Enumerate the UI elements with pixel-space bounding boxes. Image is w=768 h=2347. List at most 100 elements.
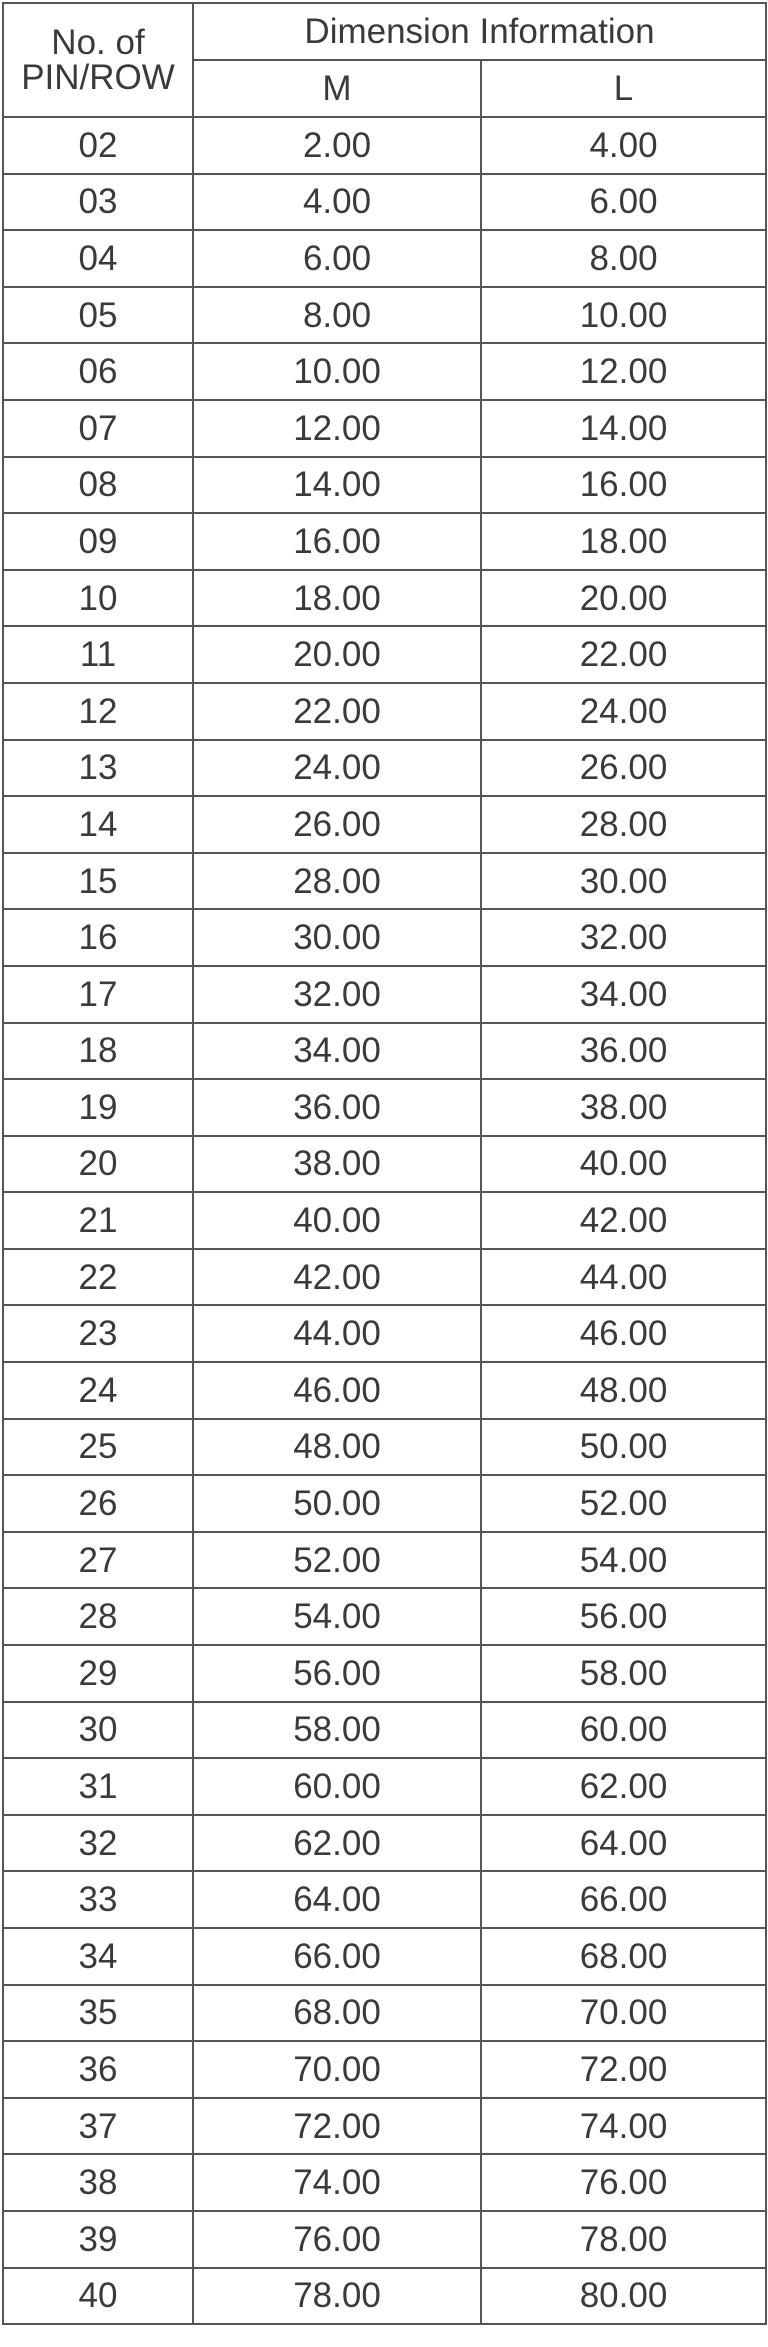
table-row: 17 32.00 34.00 xyxy=(2,964,767,1024)
m-value-cell: 36.00 xyxy=(192,1078,482,1137)
pin-count-cell: 36 xyxy=(2,2040,194,2099)
l-value-cell: 34.00 xyxy=(480,964,767,1024)
l-value-cell: 36.00 xyxy=(480,1021,767,1081)
m-value-cell: 68.00 xyxy=(192,1983,482,2043)
m-value-cell: 16.00 xyxy=(192,512,482,571)
table-row: 27 52.00 54.00 xyxy=(2,1530,767,1590)
pin-row-header-line1: No. of xyxy=(51,23,145,62)
m-value-cell: 78.00 xyxy=(192,2266,482,2326)
table-row: 18 34.00 36.00 xyxy=(2,1021,767,1081)
pin-count-cell: 22 xyxy=(2,1247,194,1307)
pin-count-cell: 37 xyxy=(2,2096,194,2156)
pin-count-cell: 20 xyxy=(2,1134,194,1194)
table-row: 35 68.00 70.00 xyxy=(2,1983,767,2043)
l-value-cell: 32.00 xyxy=(480,908,767,967)
pin-count-cell: 06 xyxy=(2,342,194,401)
l-value-cell: 18.00 xyxy=(480,512,767,571)
pin-count-cell: 02 xyxy=(2,116,194,175)
pin-count-cell: 34 xyxy=(2,1927,194,1986)
pin-count-cell: 25 xyxy=(2,1417,194,1477)
table-row: 02 2.00 4.00 xyxy=(2,116,767,175)
pin-count-cell: 40 xyxy=(2,2266,194,2326)
m-value-cell: 76.00 xyxy=(192,2209,482,2269)
table-row: 39 76.00 78.00 xyxy=(2,2209,767,2269)
l-value-cell: 52.00 xyxy=(480,1474,767,1533)
l-value-cell: 14.00 xyxy=(480,398,767,458)
pin-count-cell: 14 xyxy=(2,795,194,854)
table-row: 15 28.00 30.00 xyxy=(2,851,767,911)
m-value-cell: 10.00 xyxy=(192,342,482,401)
table-row: 10 18.00 20.00 xyxy=(2,568,767,628)
pin-count-cell: 16 xyxy=(2,908,194,967)
header-row: No. of PIN/ROW Dimension Information xyxy=(2,2,767,118)
pin-count-cell: 26 xyxy=(2,1474,194,1533)
l-value-cell: 22.00 xyxy=(480,625,767,684)
pin-count-cell: 29 xyxy=(2,1644,194,1703)
table-row: 29 56.00 58.00 xyxy=(2,1644,767,1703)
table-row: 25 48.00 50.00 xyxy=(2,1417,767,1477)
pin-count-cell: 27 xyxy=(2,1530,194,1590)
pin-count-cell: 38 xyxy=(2,2153,194,2212)
l-value-cell: 48.00 xyxy=(480,1361,767,1420)
m-value-cell: 50.00 xyxy=(192,1474,482,1533)
l-value-cell: 56.00 xyxy=(480,1587,767,1647)
table-row: 38 74.00 76.00 xyxy=(2,2153,767,2212)
table-row: 08 14.00 16.00 xyxy=(2,455,767,515)
pin-count-cell: 09 xyxy=(2,512,194,571)
l-value-cell: 30.00 xyxy=(480,851,767,911)
table-row: 14 26.00 28.00 xyxy=(2,795,767,854)
pin-count-cell: 21 xyxy=(2,1191,194,1250)
l-value-cell: 28.00 xyxy=(480,795,767,854)
l-value-cell: 76.00 xyxy=(480,2153,767,2212)
table-row: 09 16.00 18.00 xyxy=(2,512,767,571)
pin-count-cell: 23 xyxy=(2,1304,194,1364)
m-value-cell: 66.00 xyxy=(192,1927,482,1986)
table-row: 28 54.00 56.00 xyxy=(2,1587,767,1647)
m-value-cell: 42.00 xyxy=(192,1247,482,1307)
column-l-header: L xyxy=(480,59,767,118)
l-value-cell: 12.00 xyxy=(480,342,767,401)
table-row: 04 6.00 8.00 xyxy=(2,229,767,288)
l-value-cell: 40.00 xyxy=(480,1134,767,1194)
m-value-cell: 20.00 xyxy=(192,625,482,684)
l-value-cell: 8.00 xyxy=(480,229,767,288)
table-row: 33 64.00 66.00 xyxy=(2,1870,767,1929)
pin-count-cell: 32 xyxy=(2,1813,194,1873)
l-value-cell: 20.00 xyxy=(480,568,767,628)
table-row: 06 10.00 12.00 xyxy=(2,342,767,401)
m-value-cell: 48.00 xyxy=(192,1417,482,1477)
l-value-cell: 16.00 xyxy=(480,455,767,515)
pin-count-cell: 33 xyxy=(2,1870,194,1929)
m-value-cell: 44.00 xyxy=(192,1304,482,1364)
table-row: 24 46.00 48.00 xyxy=(2,1361,767,1420)
table-row: 19 36.00 38.00 xyxy=(2,1078,767,1137)
pin-count-cell: 35 xyxy=(2,1983,194,2043)
l-value-cell: 54.00 xyxy=(480,1530,767,1590)
pin-count-cell: 11 xyxy=(2,625,194,684)
pin-count-cell: 10 xyxy=(2,568,194,628)
m-value-cell: 58.00 xyxy=(192,1700,482,1760)
m-value-cell: 52.00 xyxy=(192,1530,482,1590)
m-value-cell: 4.00 xyxy=(192,172,482,232)
table-row: 03 4.00 6.00 xyxy=(2,172,767,232)
m-value-cell: 12.00 xyxy=(192,398,482,458)
table-row: 21 40.00 42.00 xyxy=(2,1191,767,1250)
table-row: 05 8.00 10.00 xyxy=(2,285,767,345)
l-value-cell: 26.00 xyxy=(480,738,767,798)
m-value-cell: 38.00 xyxy=(192,1134,482,1194)
table-row: 37 72.00 74.00 xyxy=(2,2096,767,2156)
pin-count-cell: 24 xyxy=(2,1361,194,1420)
l-value-cell: 44.00 xyxy=(480,1247,767,1307)
l-value-cell: 66.00 xyxy=(480,1870,767,1929)
pin-count-cell: 13 xyxy=(2,738,194,798)
l-value-cell: 70.00 xyxy=(480,1983,767,2043)
table-row: 16 30.00 32.00 xyxy=(2,908,767,967)
m-value-cell: 30.00 xyxy=(192,908,482,967)
table-row: 11 20.00 22.00 xyxy=(2,625,767,684)
m-value-cell: 24.00 xyxy=(192,738,482,798)
pin-count-cell: 05 xyxy=(2,285,194,345)
m-value-cell: 26.00 xyxy=(192,795,482,854)
pin-count-cell: 15 xyxy=(2,851,194,911)
l-value-cell: 64.00 xyxy=(480,1813,767,1873)
